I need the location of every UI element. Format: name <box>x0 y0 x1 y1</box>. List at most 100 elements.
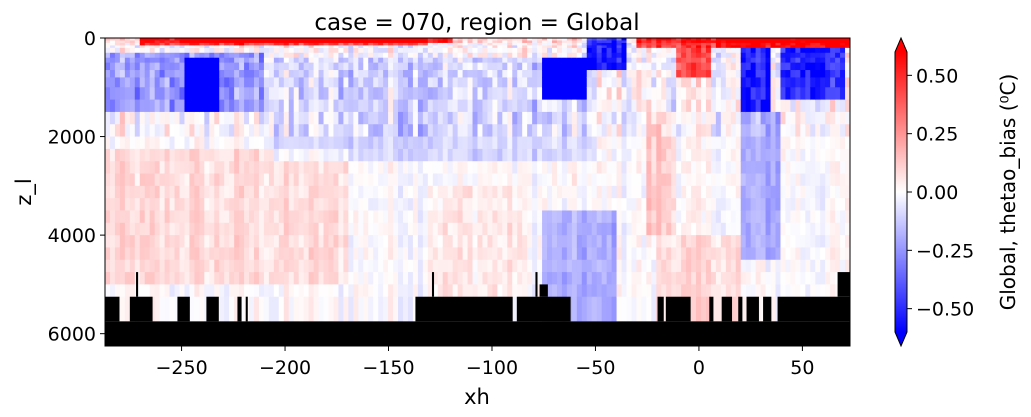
heatmap-cell <box>303 62 310 71</box>
heatmap-cell <box>571 62 578 71</box>
heatmap-cell <box>820 99 826 113</box>
heatmap-cell <box>457 70 464 79</box>
heatmap-cell <box>815 185 821 199</box>
heatmap-cell <box>189 70 195 79</box>
heatmap-cell <box>800 111 806 125</box>
heatmap-cell <box>338 247 344 261</box>
heatmap-cell <box>398 185 404 199</box>
heatmap-cell <box>537 148 543 162</box>
heatmap-cell <box>710 47 717 54</box>
heatmap-cell <box>745 259 752 273</box>
heatmap-cell <box>105 99 111 113</box>
heatmap-cell <box>482 70 489 79</box>
heatmap-cell <box>204 198 210 212</box>
heatmap-cell <box>581 40 588 44</box>
heatmap-cell <box>492 284 498 298</box>
heatmap-cell <box>810 42 816 46</box>
heatmap-cell <box>129 77 136 88</box>
heatmap-cell <box>169 70 176 79</box>
heatmap-cell <box>517 272 523 285</box>
heatmap-cell <box>611 42 618 46</box>
heatmap-cell <box>810 235 816 249</box>
heatmap-cell <box>219 222 225 236</box>
heatmap-cell <box>715 52 722 59</box>
heatmap-cell <box>313 45 320 49</box>
heatmap-cell <box>378 40 384 44</box>
heatmap-cell <box>522 77 528 88</box>
heatmap-cell <box>800 136 806 150</box>
heatmap-cell <box>755 235 762 249</box>
heatmap-cell <box>586 222 593 236</box>
heatmap-cell <box>452 136 459 150</box>
heatmap-cell <box>114 198 121 212</box>
heatmap-cell <box>571 40 578 44</box>
heatmap-cell <box>214 222 220 236</box>
heatmap-cell <box>715 148 722 162</box>
heatmap-cell <box>735 57 742 64</box>
heatmap-cell <box>234 235 240 249</box>
heatmap-cell <box>586 210 593 224</box>
heatmap-cell <box>502 99 508 113</box>
heatmap-cell <box>204 222 210 236</box>
heatmap-cell <box>715 62 722 71</box>
heatmap-cell <box>517 99 523 113</box>
heatmap-cell <box>129 45 136 49</box>
heatmap-cell <box>775 57 782 64</box>
heatmap-cell <box>199 42 205 46</box>
heatmap-cell <box>740 296 747 322</box>
heatmap-cell <box>403 284 409 298</box>
heatmap-cell <box>249 136 255 150</box>
heatmap-cell <box>144 173 151 187</box>
heatmap-cell <box>328 87 335 101</box>
heatmap-cell <box>254 70 260 79</box>
heatmap-cell <box>249 259 255 273</box>
heatmap-cell <box>239 70 245 79</box>
heatmap-cell <box>845 38 850 42</box>
heatmap-cell <box>462 52 469 59</box>
heatmap-cell <box>810 185 816 199</box>
land-mask-cell <box>746 296 759 322</box>
heatmap-cell <box>239 47 245 54</box>
heatmap-cell <box>815 284 821 298</box>
heatmap-cell <box>427 47 434 54</box>
heatmap-cell <box>705 47 712 54</box>
heatmap-cell <box>691 198 697 212</box>
heatmap-cell <box>169 173 176 187</box>
heatmap-cell <box>169 284 176 298</box>
heatmap-cell <box>527 77 533 88</box>
heatmap-cell <box>785 99 791 113</box>
heatmap-cell <box>144 136 151 150</box>
heatmap-cell <box>785 185 791 199</box>
heatmap-cell <box>139 185 146 199</box>
heatmap-cell <box>820 173 826 187</box>
heatmap-cell <box>705 148 712 162</box>
heatmap-cell <box>348 70 354 79</box>
heatmap-cell <box>820 198 826 212</box>
heatmap-cell <box>393 45 399 49</box>
heatmap-cell <box>805 185 811 199</box>
heatmap-cell <box>239 52 245 59</box>
heatmap-cell <box>820 70 826 79</box>
heatmap-cell <box>244 185 250 199</box>
heatmap-cell <box>561 52 568 59</box>
heatmap-cell <box>308 198 315 212</box>
heatmap-cell <box>169 136 176 150</box>
heatmap-cell <box>403 38 409 42</box>
heatmap-cell <box>303 259 310 273</box>
heatmap-cell <box>124 161 131 175</box>
heatmap-cell <box>701 111 707 125</box>
heatmap-cell <box>293 124 300 138</box>
heatmap-cell <box>258 87 265 101</box>
heatmap-cell <box>209 173 215 187</box>
heatmap-cell <box>666 136 672 150</box>
heatmap-cell <box>393 222 399 236</box>
heatmap-cell <box>527 57 533 64</box>
heatmap-cell <box>174 52 181 59</box>
heatmap-cell <box>646 185 652 199</box>
heatmap-cell <box>805 124 811 138</box>
heatmap-cell <box>691 70 697 79</box>
heatmap-cell <box>611 57 618 64</box>
heatmap-cell <box>556 45 563 49</box>
heatmap-cell <box>487 173 493 187</box>
heatmap-cell <box>169 40 176 44</box>
